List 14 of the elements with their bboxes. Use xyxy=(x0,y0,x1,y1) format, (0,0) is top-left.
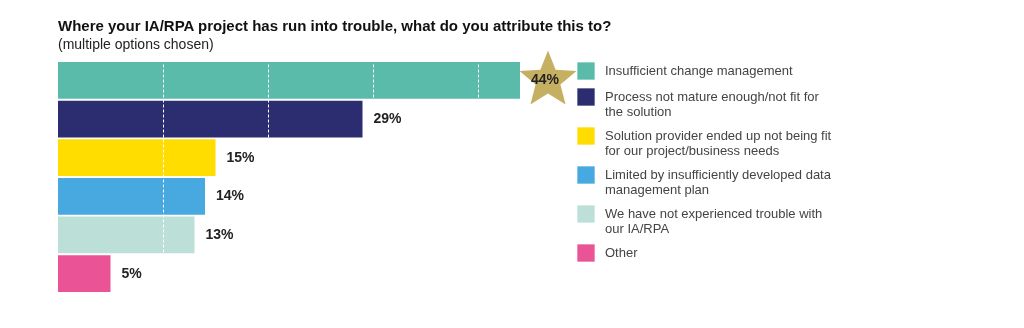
legend-label: Process not mature enough/not fit for the solution xyxy=(605,89,820,119)
chart-title: Where your IA/RPA project has run into trouble, what do you attribute this to? xyxy=(58,17,612,34)
legend-label: Other xyxy=(605,245,639,260)
data-label: 14% xyxy=(216,187,245,204)
data-label: 13% xyxy=(205,225,235,242)
data-label: 5% xyxy=(121,264,143,281)
data-label: 15% xyxy=(226,148,256,165)
legend-label: Solution provider ended up not being fit for our project/business needs xyxy=(605,128,832,158)
chart-subtitle: (multiple options chosen) xyxy=(58,36,214,52)
data-label: 29% xyxy=(373,110,403,127)
legend-label: We have not experienced trouble with our IA/RPA xyxy=(605,206,823,236)
legend-label: Limited by insufficiently developed data management plan xyxy=(605,167,832,197)
legend-label: Insufficient change management xyxy=(605,63,794,78)
data-label: 44% xyxy=(531,71,560,88)
